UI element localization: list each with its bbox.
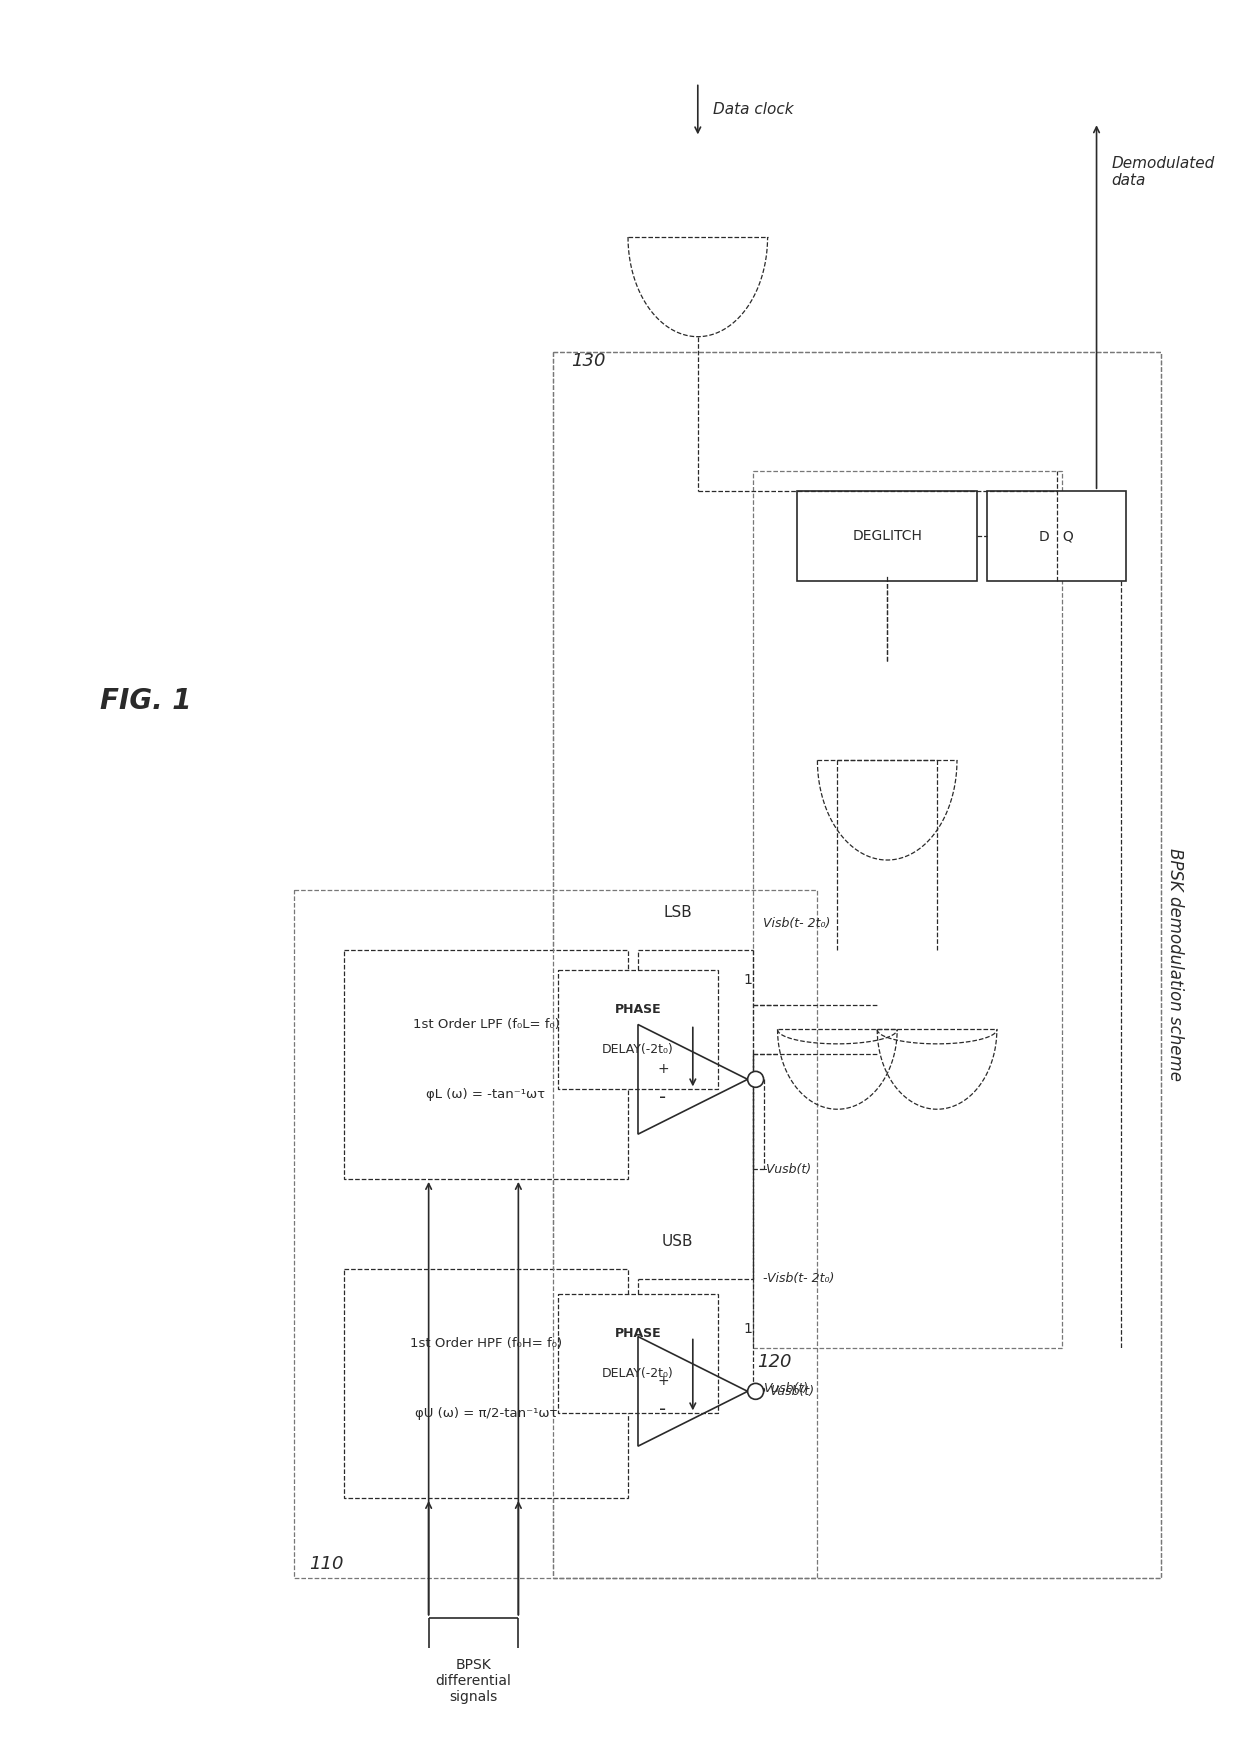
Text: DELAY(-2t₀): DELAY(-2t₀) bbox=[603, 1042, 673, 1056]
Text: -Vusb(t): -Vusb(t) bbox=[763, 1162, 812, 1176]
Text: Visb(t- 2t₀): Visb(t- 2t₀) bbox=[763, 917, 830, 929]
Text: Demodulated
data: Demodulated data bbox=[1111, 156, 1215, 188]
Text: DEGLITCH: DEGLITCH bbox=[852, 530, 923, 544]
Text: +: + bbox=[657, 1063, 668, 1077]
Text: -: - bbox=[660, 1400, 666, 1419]
Bar bbox=[294, 889, 817, 1577]
Text: -: - bbox=[660, 1087, 666, 1106]
Text: 130: 130 bbox=[570, 351, 605, 370]
Text: Vusb(t): Vusb(t) bbox=[769, 1384, 813, 1398]
Text: LSB: LSB bbox=[663, 905, 692, 921]
Bar bbox=[558, 1294, 718, 1414]
Text: BPSK
differential
signals: BPSK differential signals bbox=[435, 1657, 511, 1704]
Text: φL (ω) = -tan⁻¹ωτ: φL (ω) = -tan⁻¹ωτ bbox=[427, 1087, 546, 1101]
Text: -Visb(t- 2t₀): -Visb(t- 2t₀) bbox=[763, 1271, 835, 1285]
Text: D   Q: D Q bbox=[1039, 530, 1074, 544]
Text: FIG. 1: FIG. 1 bbox=[99, 686, 191, 714]
Text: PHASE: PHASE bbox=[615, 1327, 661, 1339]
Text: DELAY(-2t₀): DELAY(-2t₀) bbox=[603, 1367, 673, 1379]
Text: 1st Order HPF (f₀H= f₀): 1st Order HPF (f₀H= f₀) bbox=[410, 1337, 562, 1350]
Text: 1st Order LPF (f₀L= f₀): 1st Order LPF (f₀L= f₀) bbox=[413, 1018, 559, 1032]
Text: Data clock: Data clock bbox=[713, 102, 794, 118]
Bar bbox=[987, 492, 1126, 580]
Text: USB: USB bbox=[662, 1233, 693, 1249]
Text: 1: 1 bbox=[743, 973, 753, 987]
Circle shape bbox=[748, 1072, 764, 1087]
Text: BPSK demodulation scheme: BPSK demodulation scheme bbox=[1167, 848, 1184, 1080]
Bar bbox=[797, 492, 977, 580]
Text: +: + bbox=[657, 1374, 668, 1388]
Bar bbox=[343, 1268, 627, 1497]
Circle shape bbox=[748, 1383, 764, 1400]
Text: φU (ω) = π/2-tan⁻¹ωτ: φU (ω) = π/2-tan⁻¹ωτ bbox=[414, 1407, 557, 1419]
Bar bbox=[553, 351, 1162, 1577]
Text: Vusb(t): Vusb(t) bbox=[763, 1383, 807, 1395]
Text: 1: 1 bbox=[743, 1322, 753, 1336]
Bar bbox=[343, 950, 627, 1179]
Text: PHASE: PHASE bbox=[615, 1002, 661, 1016]
Text: 120: 120 bbox=[758, 1353, 792, 1372]
Bar bbox=[753, 471, 1061, 1348]
Bar bbox=[558, 969, 718, 1089]
Bar bbox=[553, 351, 1162, 1577]
Text: 110: 110 bbox=[309, 1555, 343, 1572]
